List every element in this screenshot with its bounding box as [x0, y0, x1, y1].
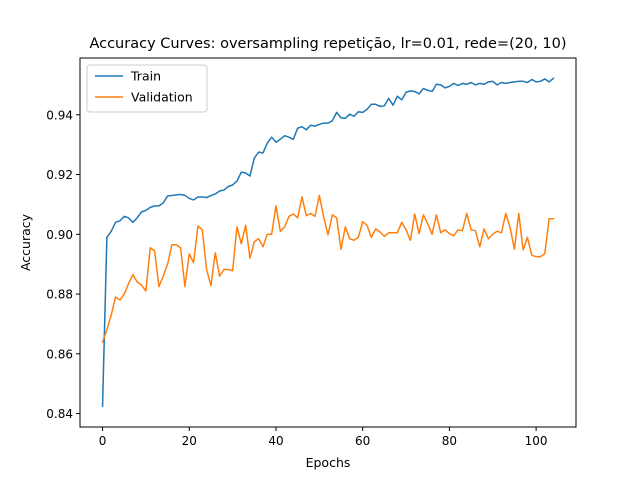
- y-tick-label: 0.94: [46, 108, 73, 122]
- x-tick-label: 80: [442, 434, 457, 448]
- legend: Train Validation: [86, 64, 208, 113]
- x-tick-label: 100: [525, 434, 548, 448]
- x-axis-ticks: 0 20 40 60 80 100: [99, 427, 548, 448]
- y-tick-label: 0.92: [46, 168, 73, 182]
- y-tick-label: 0.84: [46, 407, 73, 421]
- x-tick-label: 20: [182, 434, 197, 448]
- x-tick-label: 40: [268, 434, 283, 448]
- legend-label-validation: Validation: [131, 90, 193, 105]
- chart-title: Accuracy Curves: oversampling repetição,…: [89, 36, 566, 52]
- y-axis-label: Accuracy: [18, 213, 33, 271]
- series-line-validation: [101, 194, 555, 343]
- y-tick-label: 0.90: [46, 228, 73, 242]
- plot-lines: [101, 77, 555, 407]
- y-tick-label: 0.88: [46, 288, 73, 302]
- legend-label-train: Train: [130, 69, 161, 84]
- y-tick-label: 0.86: [46, 347, 73, 361]
- x-axis-label: Epochs: [306, 455, 351, 470]
- series-line-train: [101, 77, 555, 407]
- plot-frame: [79, 57, 577, 428]
- y-axis-ticks: 0.84 0.86 0.88 0.90 0.92 0.94: [46, 108, 80, 421]
- x-tick-label: 60: [355, 434, 370, 448]
- x-tick-label: 0: [99, 434, 107, 448]
